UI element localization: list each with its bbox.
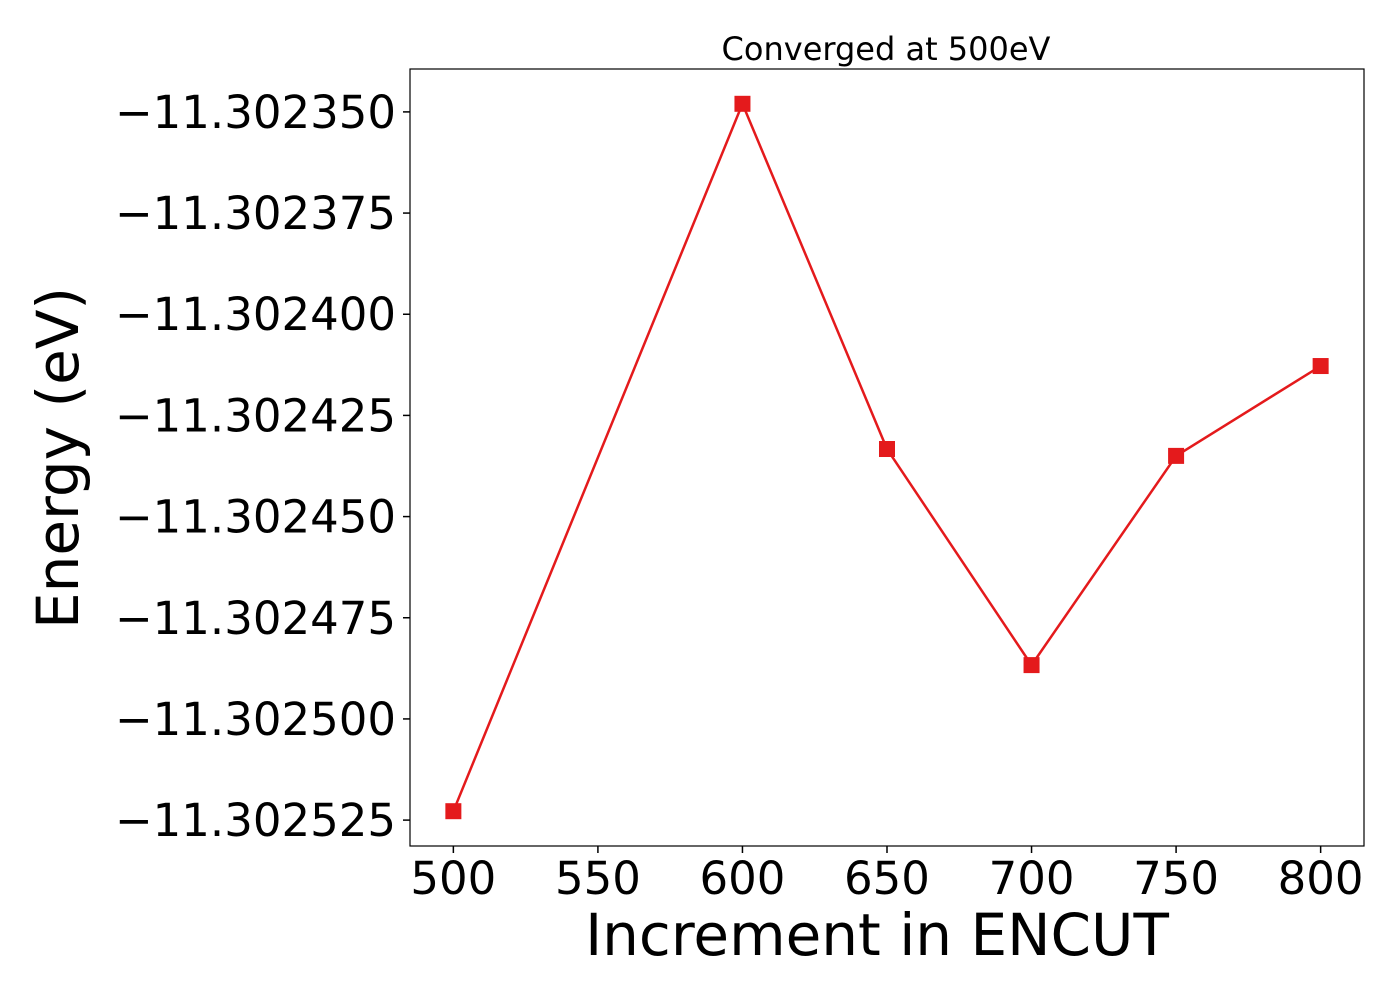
data-marker	[1168, 447, 1185, 464]
y-axis-label: Energy (eV)	[24, 287, 92, 629]
data-marker	[734, 95, 751, 112]
x-tick-label: 500	[410, 852, 496, 905]
x-tick-label: 750	[1133, 852, 1219, 905]
x-tick-label: 650	[844, 852, 930, 905]
x-tick-label: 600	[700, 852, 786, 905]
chart-title: Converged at 500eV	[722, 30, 1051, 68]
x-tick-label: 800	[1278, 852, 1364, 905]
y-tick-label: −11.302425	[115, 389, 396, 442]
y-tick-label: −11.302500	[115, 693, 396, 746]
y-tick-label: −11.302400	[115, 288, 396, 341]
data-marker	[879, 441, 895, 458]
data-marker	[445, 803, 462, 820]
data-marker	[1023, 657, 1040, 674]
data-line	[452, 100, 1322, 812]
y-tick-label: −11.302475	[115, 592, 396, 645]
x-tick-label: 700	[989, 852, 1075, 905]
y-tick-label: −11.302375	[115, 187, 396, 240]
y-tick-label: −11.302350	[115, 86, 396, 139]
data-marker	[1312, 358, 1329, 375]
y-tick-label: −11.302450	[115, 491, 396, 544]
y-tick-label: −11.302525	[115, 794, 396, 847]
x-axis-label: Increment in ENCUT	[585, 901, 1169, 969]
plot-frame	[409, 68, 1365, 847]
x-tick-label: 550	[555, 852, 641, 905]
